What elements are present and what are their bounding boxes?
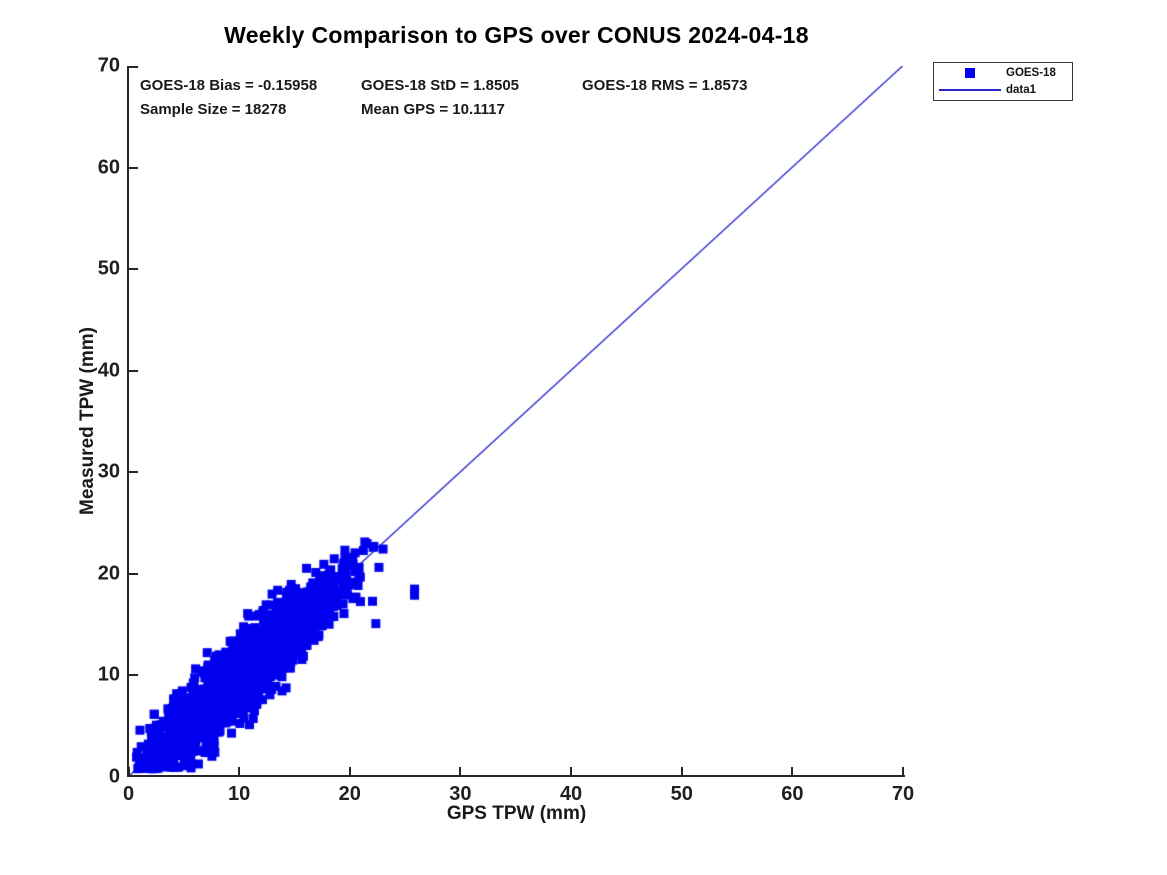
x-tick-label-0: 0	[122, 783, 135, 805]
legend-line-marker-icon	[939, 88, 1001, 91]
y-tick-40	[129, 369, 138, 372]
legend: GOES-18 data1	[933, 62, 1073, 101]
y-tick-50	[129, 268, 138, 271]
x-tick-0	[127, 767, 130, 776]
y-axis-line	[127, 66, 129, 777]
x-tick-70	[902, 767, 904, 776]
legend-label-data1: data1	[1006, 83, 1037, 96]
y-tick-label-70: 70	[97, 54, 120, 77]
y-tick-label-60: 60	[97, 156, 120, 179]
y-tick-30	[129, 471, 138, 474]
y-tick-70	[129, 66, 138, 68]
chart-title: Weekly Comparison to GPS over CONUS 2024…	[224, 22, 809, 48]
x-tick-30	[459, 767, 462, 776]
x-tick-40	[570, 767, 573, 776]
y-tick-label-0: 0	[108, 765, 120, 788]
legend-square-marker-icon	[965, 68, 975, 79]
x-tick-60	[791, 767, 794, 776]
y-tick-20	[129, 572, 138, 575]
x-tick-label-50: 50	[670, 783, 693, 805]
y-tick-label-30: 30	[97, 460, 120, 483]
x-tick-10	[238, 767, 241, 776]
x-tick-label-60: 60	[781, 783, 804, 805]
legend-item-data1: data1	[934, 82, 1072, 99]
x-axis-line	[127, 775, 905, 777]
legend-label-goes18: GOES-18	[1006, 67, 1056, 80]
y-tick-label-20: 20	[97, 562, 120, 585]
x-tick-20	[348, 767, 351, 776]
y-tick-60	[129, 166, 138, 169]
x-tick-50	[680, 767, 683, 776]
y-tick-10	[129, 674, 138, 677]
x-axis-label: GPS TPW (mm)	[446, 803, 587, 824]
x-tick-label-70: 70	[891, 783, 915, 805]
y-tick-label-40: 40	[97, 359, 120, 382]
y-axis-label: Measured TPW (mm)	[77, 327, 98, 515]
x-tick-label-30: 30	[449, 783, 472, 805]
x-tick-label-40: 40	[559, 783, 583, 805]
y-tick-label-50: 50	[97, 257, 120, 280]
legend-swatch	[934, 88, 1006, 91]
legend-item-goes18: GOES-18	[934, 65, 1072, 82]
legend-swatch	[934, 68, 1006, 79]
x-tick-label-20: 20	[338, 783, 361, 805]
y-tick-label-10: 10	[97, 663, 120, 686]
x-tick-label-10: 10	[228, 783, 251, 805]
scatter-plot-canvas	[128, 66, 903, 777]
